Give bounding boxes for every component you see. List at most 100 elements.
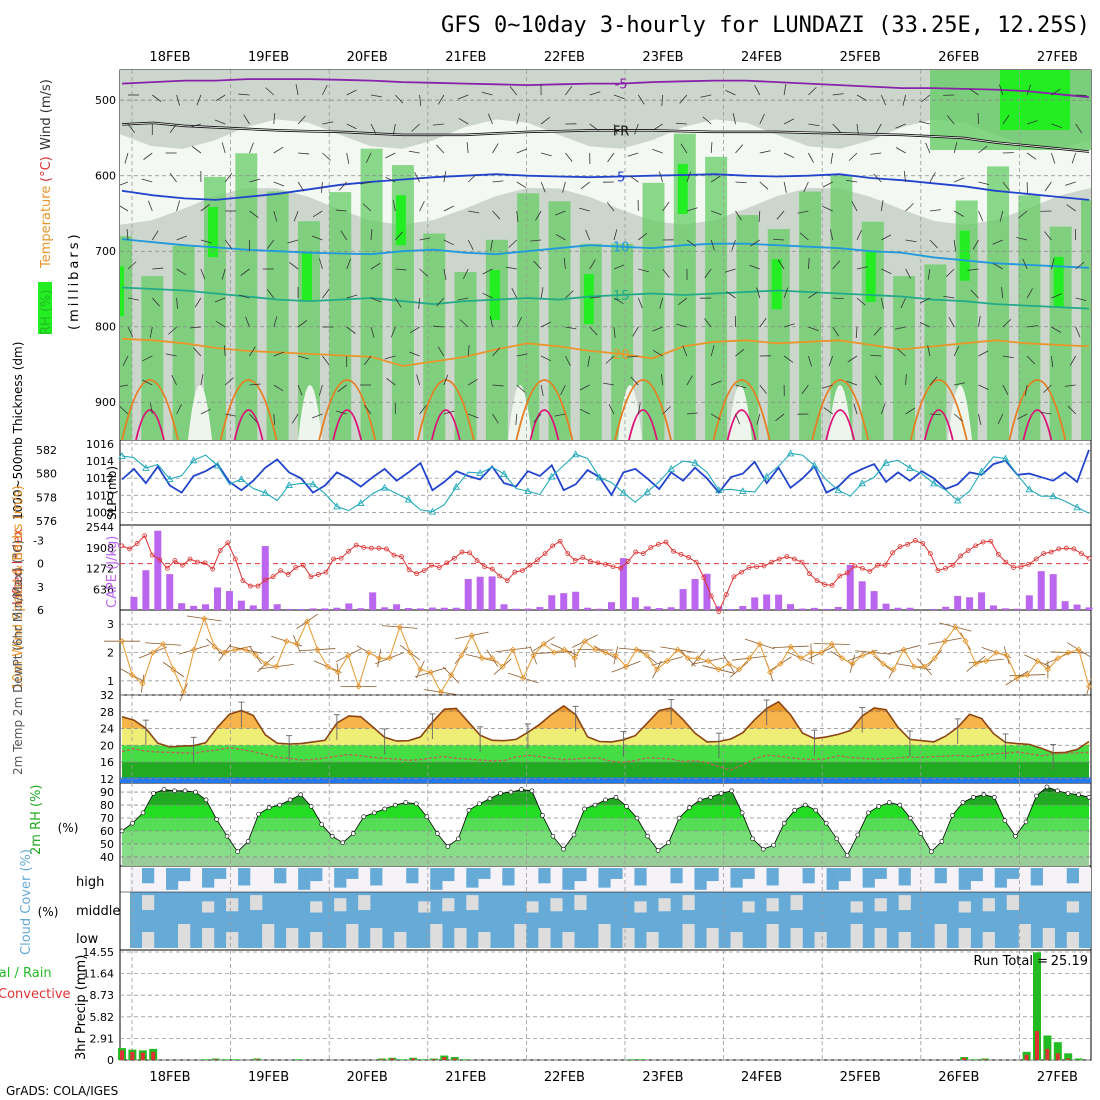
lifted-index-point (618, 565, 624, 571)
wind-barb (978, 181, 990, 186)
cloud-high-cell (862, 868, 875, 888)
wind-barb (482, 268, 493, 275)
wind-barb (176, 404, 182, 415)
wind-barb (385, 152, 396, 159)
temp-tick: 16 (100, 756, 114, 769)
wind-barb (613, 264, 625, 270)
wind-barb (273, 351, 285, 357)
rh-point (624, 804, 629, 809)
lifted-index-point (542, 551, 548, 556)
cape-bar (273, 604, 281, 610)
wind-speed-point (1003, 652, 1010, 659)
upper-air-axis: 500 600 700 800 900 (38, 94, 116, 409)
wind-barb (735, 348, 745, 357)
rh-band (122, 843, 1089, 857)
wind-barb (851, 201, 858, 212)
wind-barb (540, 287, 544, 299)
wind-barb (925, 142, 931, 154)
wind-barb (540, 384, 544, 396)
slp-point (548, 472, 556, 480)
rh-tick: 90 (100, 786, 114, 799)
cloud-high-cell (502, 868, 515, 886)
precip-conv-bar (431, 1059, 436, 1060)
rh-point (161, 787, 167, 792)
wind-barb (880, 297, 884, 309)
wind-barb (832, 297, 844, 300)
wind-barb (759, 384, 767, 394)
wind-barb (978, 145, 988, 154)
upper-ylabel-temp: Temperature (39, 186, 54, 269)
cloud-middle-clear (850, 901, 863, 913)
wind-barb (193, 347, 202, 357)
lifted-index-point (278, 568, 284, 573)
wind-barb (1044, 181, 1052, 192)
date-label-top: 20FEB (347, 50, 388, 65)
wind-speed-point (324, 663, 331, 670)
wind-speed-point (1065, 649, 1072, 656)
wind-barb (266, 288, 275, 299)
wind-barb (245, 316, 250, 328)
wind-barb (993, 263, 1003, 270)
contour-label: -5 (615, 78, 628, 93)
wind-barb (1026, 120, 1038, 125)
wind-barb (436, 144, 445, 154)
lifted-index-point (905, 541, 911, 547)
precip-conv-bar (1024, 1054, 1029, 1060)
lifted-index-point (739, 569, 744, 575)
wind-barb (607, 152, 615, 163)
lifted-index-point (467, 550, 472, 556)
lifted-index-point (399, 554, 404, 560)
cape-bar (297, 609, 305, 610)
lifted-index-point (187, 556, 193, 562)
cape-bar (500, 604, 508, 610)
lifted-index-point (164, 565, 170, 571)
wind-barb (127, 297, 139, 301)
slp-point (715, 486, 723, 494)
pressure-tick: 500 (95, 94, 116, 107)
rh-point (277, 802, 282, 808)
cloud-high-cell (202, 868, 215, 888)
wind-barb (443, 410, 455, 415)
wind-barb (339, 181, 347, 191)
wind-speed-point (653, 666, 661, 673)
lifted-index-point (376, 545, 382, 551)
lifted-index-point (603, 562, 608, 567)
cloud-high-cell (406, 868, 419, 884)
wind-barb (946, 115, 955, 125)
wind-barb (630, 376, 639, 386)
wind-barb (589, 326, 598, 336)
precip-total-bar (1043, 1035, 1052, 1060)
li-tick: 3 (37, 581, 44, 594)
wind-barb (634, 123, 639, 135)
wind-speed-point (746, 655, 753, 662)
wind-barb (652, 326, 663, 332)
rh-point (1044, 784, 1050, 790)
precip-conv-bar (379, 1059, 384, 1060)
lifted-index-point (414, 571, 420, 577)
wind-barb (297, 320, 308, 328)
wind-speed-point (767, 669, 774, 676)
wind-barb (249, 413, 258, 423)
rh-point (477, 801, 482, 807)
temp-tick: 20 (100, 739, 114, 752)
cloud-label: Cloud Cover (%) (19, 849, 34, 955)
cloud-low-clear (310, 932, 323, 948)
lifted-index-point (731, 574, 737, 580)
lifted-index-point (293, 565, 299, 570)
wind-barb (443, 171, 447, 183)
pressure-tick: 700 (95, 245, 116, 258)
cloud-high-cell (898, 868, 911, 886)
wind-barb (533, 260, 542, 270)
wind-barb (855, 326, 858, 339)
cloud-low-clear (598, 924, 611, 948)
date-label-top: 21FEB (445, 50, 486, 65)
wind-barb (856, 94, 867, 101)
lifted-index-point (701, 575, 707, 580)
precip-total-bar (294, 1059, 303, 1060)
wind-barb (395, 94, 404, 104)
wind-barb (848, 152, 858, 161)
wind-barb (555, 210, 566, 216)
rh-point (1013, 833, 1018, 839)
slp-tick: 1014 (86, 455, 114, 468)
